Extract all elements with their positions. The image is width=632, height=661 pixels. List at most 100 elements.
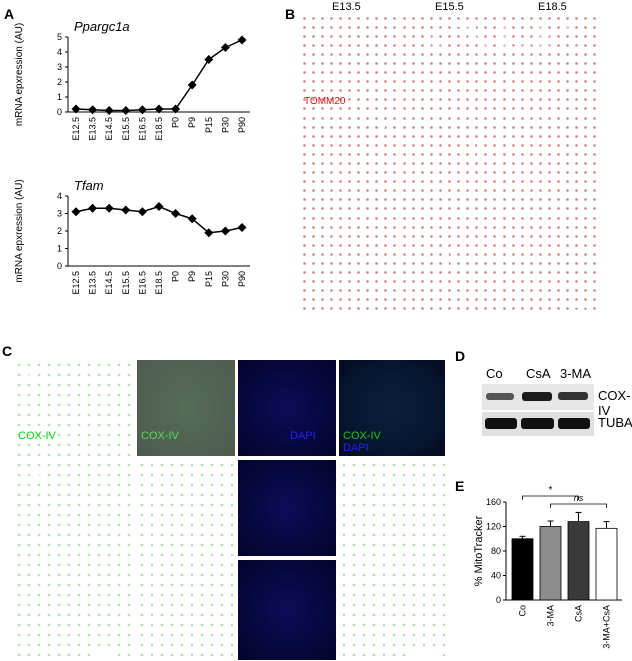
- panel-e-chart: 0 40 80 120 160% MitoTracker Co 3-MA CsA 3-MA+Cs…: [473, 485, 622, 649]
- row-label-co: Co: [304, 17, 319, 29]
- data-point: [104, 203, 114, 213]
- y-tick-label: 3: [57, 209, 62, 219]
- wiley-watermark: © WILEY: [422, 15, 588, 55]
- tomm20-csa-e18: [500, 114, 600, 211]
- significance-ns: ns: [574, 493, 584, 503]
- x-tick-label: P0: [171, 271, 181, 282]
- row-label-csa: CsA: [304, 117, 325, 129]
- bar: [511, 538, 534, 601]
- tomm20-co-e18: [500, 14, 600, 111]
- row-label-3ma: 3-MA: [20, 566, 47, 578]
- panel-letter-d: D: [455, 348, 466, 364]
- gene-title: Tfam: [74, 178, 104, 193]
- y-tick-label: 1: [57, 244, 62, 254]
- x-tick-label: E14.5: [104, 117, 114, 141]
- zoom-co-dapi: DAPI: [238, 360, 336, 456]
- significance-bracket: [550, 503, 607, 508]
- tomm20-co-e13: Co * TOMM20: [300, 14, 397, 111]
- x-tick-label: 3-MA+CsA: [602, 605, 612, 649]
- tomm20-csa-e15: [400, 114, 497, 211]
- gene-title: Ppargc1a: [74, 19, 130, 34]
- x-tick-label: E15.5: [121, 117, 131, 141]
- coxiv-3ma: 3-MA: [14, 560, 132, 660]
- scale-bar: [572, 306, 592, 308]
- data-point: [187, 80, 197, 90]
- tomm20-csa-e13: CsA *: [300, 114, 397, 211]
- zoom-co-merge: COX-IV DAPI: [339, 360, 445, 456]
- y-tick-label: 5: [57, 32, 62, 42]
- data-point: [88, 105, 98, 115]
- x-tick-label: P15: [204, 117, 214, 133]
- col-label-e18: E18.5: [538, 1, 567, 13]
- tomm20-3ma-e15: [400, 214, 497, 314]
- zoom-3ma-merge: [339, 560, 445, 660]
- y-axis-label: mRNA epxression (AU): [14, 23, 25, 126]
- col-label-e15: E15.5: [435, 1, 464, 13]
- data-point: [71, 104, 81, 114]
- series-line: [75, 39, 243, 112]
- band: [485, 418, 517, 429]
- x-tick-label: E14.5: [104, 271, 114, 295]
- data-point: [71, 207, 81, 217]
- panel-letter-b: B: [285, 6, 296, 22]
- band: [521, 418, 554, 429]
- zoom-box: [448, 242, 472, 266]
- asterisk-marker: *: [380, 122, 386, 138]
- data-point: [237, 35, 247, 45]
- x-tick-label: E18.5: [154, 271, 164, 295]
- y-tick-label: 40: [491, 571, 501, 581]
- panel-d: Co CsA 3-MA COX-IV TUBA: [482, 364, 632, 464]
- band: [558, 392, 588, 400]
- x-tick-label: P90: [237, 271, 247, 287]
- scale-bar: [411, 654, 435, 656]
- mitotracker-chart: 0 40 80 120 160% MitoTracker Co 3-MA CsA 3-MA+Cs…: [473, 485, 622, 649]
- tfam-chart: Tfam 0 1 2 3 4 E12.5 E13.5 E14.5 E15.5 E16.5 E18.5 P…: [14, 178, 250, 295]
- band: [522, 392, 552, 401]
- row-label-csa: CsA: [20, 468, 41, 480]
- dapi-label: DAPI: [290, 430, 316, 442]
- y-tick-label: 0: [496, 595, 501, 605]
- panel-c-overview: Co COX-IV CsA 3-MA: [14, 360, 134, 660]
- ppargc1a-chart: Ppargc1a 0 1 2 3 4 5 E12.5 E13.5 E14.5 E15.5 E16.5 E…: [14, 19, 250, 141]
- data-point: [104, 106, 114, 115]
- y-axis-label: % MitoTracker: [473, 515, 485, 586]
- data-point: [204, 228, 214, 238]
- data-point: [154, 202, 164, 211]
- data-point: [220, 43, 230, 52]
- tomm20-3ma-e13: 3-MA *: [300, 214, 397, 314]
- merge-coxiv-label: COX-IV: [343, 430, 381, 442]
- x-tick-label: CsA: [574, 605, 584, 622]
- col-label-e13: E13.5: [332, 1, 361, 13]
- panel-b: E13.5 E15.5 E18.5 Co * TOMM20 CsA * 3-MA…: [300, 0, 632, 316]
- data-point: [154, 104, 164, 114]
- data-point: [137, 105, 147, 115]
- data-point: [121, 205, 131, 215]
- zoom-csa-cox: [137, 460, 235, 556]
- data-point: [121, 106, 131, 115]
- y-tick-label: 3: [57, 62, 62, 72]
- y-tick-label: 4: [57, 191, 62, 201]
- asterisk-marker: *: [380, 232, 386, 248]
- y-tick-label: 2: [57, 77, 62, 87]
- y-tick-label: 0: [57, 261, 62, 271]
- x-tick-label: E16.5: [137, 117, 147, 141]
- x-tick-label: P9: [187, 271, 197, 282]
- x-tick-label: E18.5: [154, 117, 164, 141]
- x-tick-label: P90: [237, 117, 247, 133]
- merge-dapi-label: DAPI: [343, 442, 369, 454]
- coxiv-co: Co COX-IV: [14, 360, 132, 456]
- bar: [539, 526, 562, 601]
- zoom-co-cox: COX-IV: [137, 360, 235, 456]
- data-point: [220, 226, 230, 236]
- data-point: [204, 55, 214, 64]
- x-tick-label: P15: [204, 271, 214, 287]
- panel-letter-e: E: [455, 478, 465, 494]
- bar: [595, 527, 618, 601]
- x-tick-label: E16.5: [137, 271, 147, 295]
- y-tick-label: 1: [57, 92, 62, 102]
- tomm20-co-e15: [400, 14, 497, 111]
- coxiv-csa: CsA: [14, 460, 132, 556]
- tomm20-3ma-e18: [500, 214, 600, 314]
- y-tick-label: 2: [57, 226, 62, 236]
- x-tick-label: P9: [187, 117, 197, 128]
